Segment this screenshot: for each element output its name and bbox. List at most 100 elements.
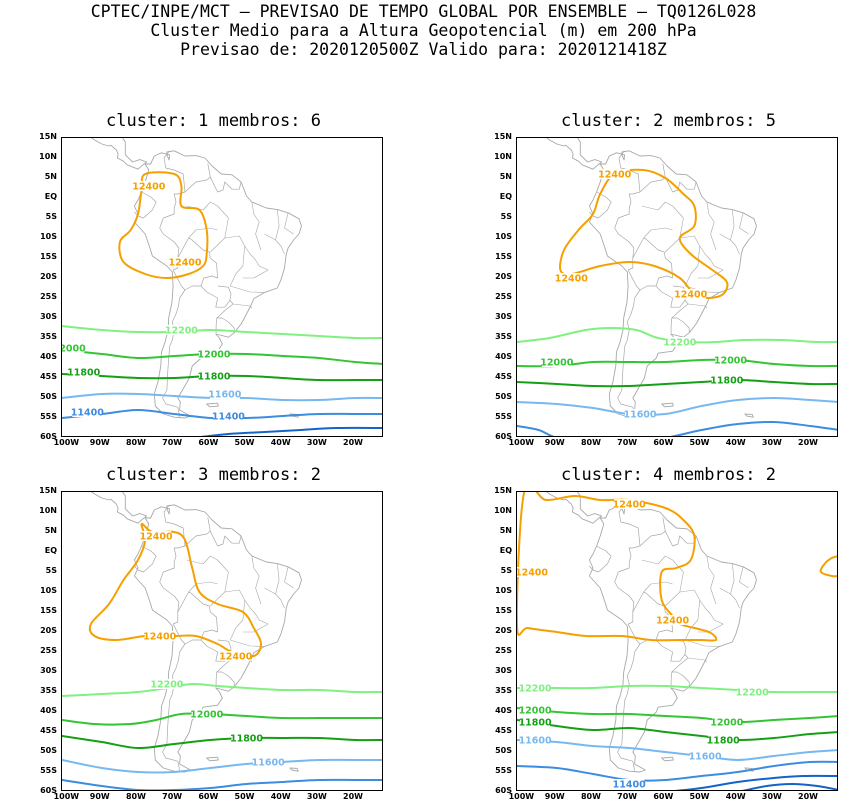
contour-label-bg: [614, 499, 645, 509]
lat-tick-label: 10N: [494, 506, 512, 515]
lat-tick-label: 15N: [494, 486, 512, 495]
lat-tick-label: 15S: [40, 252, 57, 261]
contour-label-11600: 11600: [252, 758, 285, 769]
contour-label-12000: 12000: [62, 344, 86, 355]
lon-tick-label: 60W: [198, 792, 219, 801]
contour-label-12400: 12400: [168, 258, 201, 269]
cluster-1-title: cluster: 1 membros: 6: [106, 111, 321, 131]
contour-label-bg: [191, 709, 222, 719]
contour-label-11400: 11400: [613, 780, 646, 791]
lat-tick-label: 60S: [495, 786, 512, 795]
contour-12200: [517, 684, 837, 694]
lat-tick-label: 50S: [495, 746, 512, 755]
lon-tick-label: 90W: [544, 438, 565, 447]
lat-tick-label: 55S: [495, 766, 512, 775]
cluster-4-map: 12400 12400 12400 12200 12200 12000 12000 11800…: [516, 491, 838, 791]
contour-label-bg: [72, 407, 103, 417]
contour-label-bg: [68, 367, 99, 377]
contour-label-11800: 11800: [519, 718, 552, 729]
contour-11200: [674, 774, 837, 790]
lat-tick-label: EQ: [499, 546, 512, 555]
lon-tick-label: 90W: [89, 792, 110, 801]
header-line-3: Previsao de: 2020120500Z Valido para: 20…: [180, 40, 667, 59]
contour-11600: [517, 397, 837, 416]
contour-label-11800: 11800: [710, 376, 743, 387]
contour-label-bg: [133, 181, 164, 191]
contour-label-bg: [520, 683, 551, 693]
lon-tick-label: 50W: [234, 792, 255, 801]
contour-label-bg: [614, 779, 645, 789]
lon-tick-label: 90W: [544, 792, 565, 801]
cluster-2-title: cluster: 2 membros: 5: [561, 111, 776, 131]
lon-tick-label: 30W: [761, 792, 782, 801]
contour-label-bg: [199, 349, 229, 359]
lat-tick-label: 10S: [495, 232, 512, 241]
contour-label-12000: 12000: [197, 350, 230, 361]
contour-label-11600: 11600: [689, 752, 722, 763]
header-line-1: CPTEC/INPE/MCT – PREVISAO DE TEMPO GLOBA…: [90, 2, 757, 21]
lat-tick-label: 20S: [40, 272, 57, 281]
lon-tick-label: 100W: [508, 792, 535, 801]
lon-tick-label: 60W: [653, 438, 674, 447]
lat-tick-label: 25S: [40, 292, 57, 301]
lat-tick-label: 30S: [40, 312, 57, 321]
lat-tick-label: 40S: [40, 352, 57, 361]
contour-label-bg: [517, 567, 547, 577]
contour-label-12200: 12200: [165, 326, 198, 337]
lon-tick-label: 60W: [198, 438, 219, 447]
lat-tick-label: 30S: [495, 666, 512, 675]
lat-tick-label: 25S: [495, 292, 512, 301]
contour-label-12400: 12400: [140, 532, 173, 543]
lat-tick-label: 45S: [495, 726, 512, 735]
contour-label-12200: 12200: [519, 684, 552, 695]
lon-tick-label: 70W: [162, 438, 183, 447]
contour-label-12200: 12200: [736, 688, 769, 699]
contour-label-12200: 12200: [150, 680, 183, 691]
lat-tick-label: 5N: [44, 172, 57, 181]
contour-label-12400: 12400: [219, 652, 252, 663]
lat-tick-label: 40S: [40, 706, 57, 715]
contour-label-bg: [664, 337, 695, 347]
contour-11600: [62, 758, 382, 774]
contour-label-12400: 12400: [143, 632, 176, 643]
cluster-1-map-svg: 12400 12400 12200 12000 12000 11800 11800 11600…: [62, 138, 382, 436]
lat-tick-label: 5N: [499, 526, 512, 535]
contour-label-11400: 11400: [71, 408, 104, 419]
lat-tick-label: 20S: [495, 272, 512, 281]
cluster-3-map: 12400 12400 12400 12200 12000 11800 11600: [61, 491, 383, 791]
lon-tick-label: 40W: [725, 438, 746, 447]
contour-12400: [559, 168, 729, 299]
contour-label-12200: 12200: [663, 338, 696, 349]
lat-tick-label: 55S: [40, 766, 57, 775]
lon-tick-label: 40W: [270, 438, 291, 447]
lat-tick-label: 5N: [499, 172, 512, 181]
contour-label-bg: [62, 343, 85, 353]
contour-label-bg: [151, 679, 182, 689]
lat-tick-label: 20S: [40, 626, 57, 635]
lat-tick-label: 40S: [495, 706, 512, 715]
contour-label-bg: [690, 751, 721, 761]
contour-label-bg: [520, 735, 551, 745]
lat-tick-label: 25S: [40, 646, 57, 655]
lon-tick-label: 20W: [798, 792, 819, 801]
contour-label-12000: 12000: [714, 356, 747, 367]
cluster-3-map-svg: 12400 12400 12400 12200 12000 11800 11600: [62, 492, 382, 790]
lat-tick-label: 15S: [40, 606, 57, 615]
lon-tick-label: 70W: [617, 438, 638, 447]
contour-label-11600: 11600: [208, 390, 241, 401]
contour-label-12000: 12000: [190, 710, 223, 721]
lat-tick-label: 10S: [40, 586, 57, 595]
lat-tick-label: 45S: [495, 372, 512, 381]
lat-tick-label: 25S: [495, 646, 512, 655]
contour-11200: [200, 426, 382, 436]
contour-label-bg: [625, 409, 655, 419]
contour-12400: [118, 171, 209, 279]
cluster-3-title: cluster: 3 membros: 2: [106, 465, 321, 485]
lat-tick-label: 45S: [40, 726, 57, 735]
lat-tick-label: 15S: [495, 252, 512, 261]
cluster-1-map: 12400 12400 12200 12000 12000 11800 11800 11600…: [61, 137, 383, 437]
lat-tick-label: 20S: [495, 626, 512, 635]
lat-tick-label: 50S: [40, 746, 57, 755]
lon-tick-label: 50W: [234, 438, 255, 447]
contour-label-bg: [675, 289, 706, 299]
